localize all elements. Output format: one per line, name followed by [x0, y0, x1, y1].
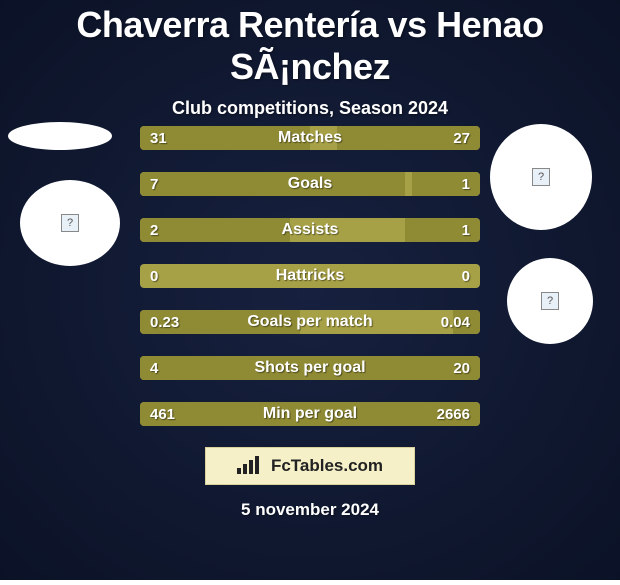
- page-title: Chaverra Rentería vs Henao SÃ¡nchez: [0, 4, 620, 88]
- stat-row: Assists21: [140, 218, 480, 242]
- stat-row: Shots per goal420: [140, 356, 480, 380]
- page-subtitle: Club competitions, Season 2024: [0, 98, 620, 119]
- logo-text: FcTables.com: [271, 456, 383, 476]
- stat-track: [140, 264, 480, 288]
- stat-left-fill: [140, 402, 191, 426]
- stat-right-fill: [453, 310, 480, 334]
- stat-row: Hattricks00: [140, 264, 480, 288]
- bars-icon: [237, 456, 265, 476]
- stat-row: Goals per match0.230.04: [140, 310, 480, 334]
- stat-right-fill: [191, 402, 480, 426]
- stat-right-fill: [412, 172, 480, 196]
- stat-right-fill: [337, 126, 480, 150]
- stat-left-fill: [140, 172, 405, 196]
- stat-left-fill: [140, 310, 300, 334]
- stats-bars: Matches3127 Goals71 Assists21 Hattricks00 Go…: [140, 126, 480, 448]
- content-root: Chaverra Rentería vs Henao SÃ¡nchez Club…: [0, 0, 620, 580]
- placeholder-icon: ?: [532, 168, 550, 186]
- date-label: 5 november 2024: [0, 500, 620, 520]
- stat-row: Goals71: [140, 172, 480, 196]
- placeholder-icon: ?: [61, 214, 79, 232]
- circle-tr: ?: [490, 124, 592, 230]
- stat-row: Min per goal4612666: [140, 402, 480, 426]
- placeholder-icon: ?: [541, 292, 559, 310]
- circle-l: ?: [20, 180, 120, 266]
- stat-left-fill: [140, 126, 310, 150]
- ellipse-tl: [8, 122, 112, 150]
- stat-row: Matches3127: [140, 126, 480, 150]
- stat-left-fill: [140, 218, 290, 242]
- circle-br: ?: [507, 258, 593, 344]
- logo-box: FcTables.com: [205, 447, 415, 485]
- stat-right-fill: [140, 356, 480, 380]
- stat-right-fill: [405, 218, 480, 242]
